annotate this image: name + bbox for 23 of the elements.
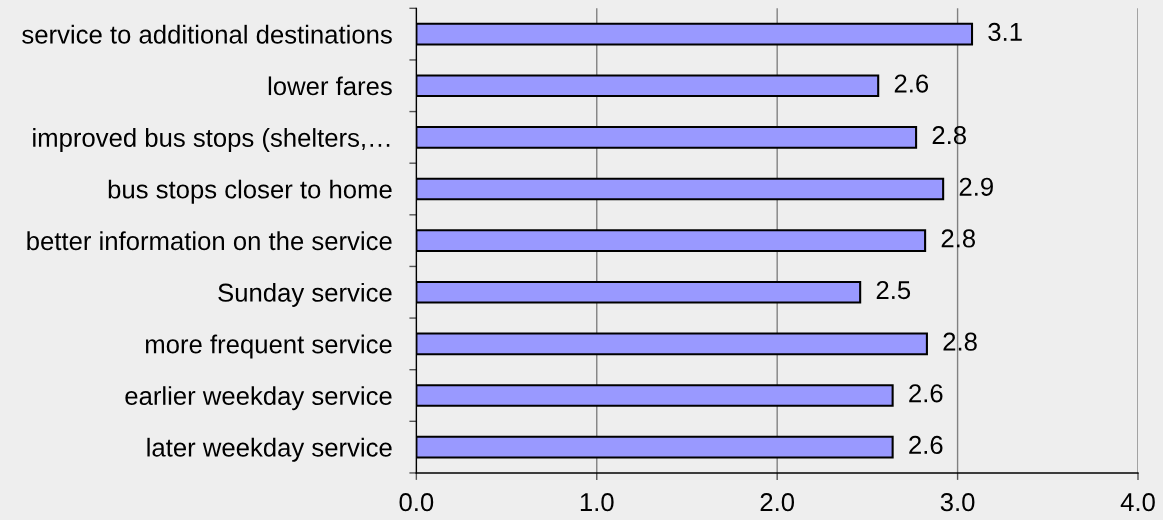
y-tick-label: Sunday service <box>218 282 392 307</box>
data-label: 2.8 <box>932 126 966 145</box>
y-tick-label: improved bus stops (shelters,… <box>33 128 390 153</box>
x-tick-label: 2.0 <box>760 493 795 512</box>
data-label: 2.6 <box>909 435 943 455</box>
x-tick-label: 0.0 <box>399 493 434 512</box>
y-tick-label: service to additional destinations <box>22 24 392 44</box>
y-tick-label: earlier weekday service <box>125 386 392 411</box>
data-label: 2.8 <box>941 229 975 248</box>
x-tick-label: 3.0 <box>940 493 975 512</box>
data-label: 3.1 <box>988 22 1022 42</box>
data-label: 2.5 <box>876 280 911 300</box>
data-label: 2.6 <box>909 384 943 403</box>
data-label: 2.8 <box>943 332 977 351</box>
data-label: 2.9 <box>959 177 993 196</box>
y-tick-label: better information on the service <box>27 231 392 251</box>
y-tick-label: later weekday service <box>147 437 392 462</box>
x-tick-label: 4.0 <box>1120 493 1155 512</box>
y-tick-label: lower fares <box>268 76 392 96</box>
y-tick-label: bus stops closer to home <box>108 179 392 204</box>
y-tick-label: more frequent service <box>145 334 392 359</box>
data-label: 2.6 <box>894 74 929 93</box>
x-tick-label: 1.0 <box>580 493 614 512</box>
